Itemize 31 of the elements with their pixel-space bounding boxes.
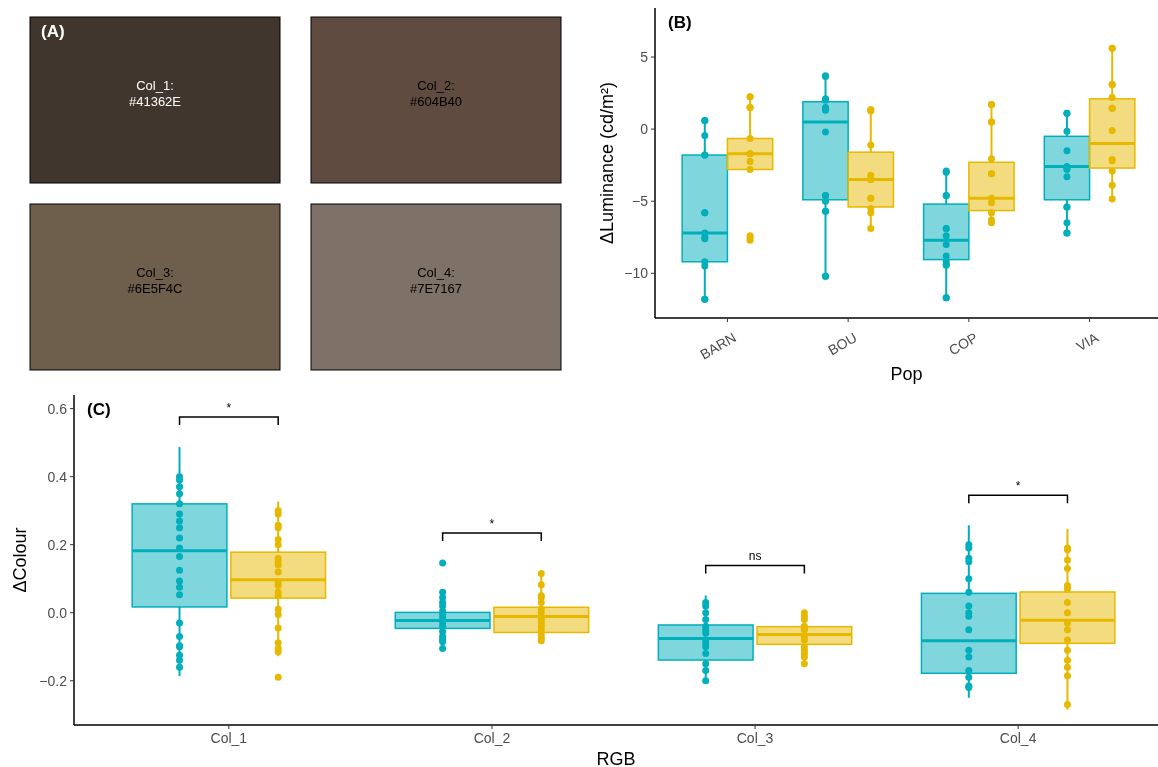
x-tick-label: Col_1 xyxy=(210,730,248,746)
annotation: ns xyxy=(748,549,762,564)
y-tick-label: 5 xyxy=(640,48,649,65)
y-tick-label: 0.2 xyxy=(47,536,68,553)
y-tick-label: 0 xyxy=(640,121,649,138)
y-tick-label: 0.0 xyxy=(47,604,68,621)
y-tick-label: −0.2 xyxy=(39,672,68,689)
annotation: * xyxy=(1015,479,1021,494)
text: Col_1: #41362E xyxy=(128,78,182,109)
text: (A) xyxy=(41,22,65,41)
annotation: * xyxy=(489,517,495,532)
x-tick-label: COP xyxy=(945,329,981,359)
text: Col_3: #6E5F4C xyxy=(127,265,183,296)
y-tick-label: 0.4 xyxy=(47,468,68,485)
x-tick-label: Col_4 xyxy=(999,730,1037,746)
annotation: * xyxy=(226,401,232,416)
text: Col_4: #7E7167 xyxy=(409,265,463,296)
chart-title: (C) xyxy=(87,400,111,419)
y-axis-title: ΔLuminance (cd/m²) xyxy=(597,81,617,245)
chart-title: (B) xyxy=(668,13,692,32)
x-tick-label: Col_3 xyxy=(736,730,774,746)
y-tick-label: −5 xyxy=(632,193,649,210)
x-axis-title: RGB xyxy=(596,749,636,767)
x-axis-title: Pop xyxy=(890,364,923,384)
text: Col_2: #604B40 xyxy=(409,78,463,109)
y-tick-label: 0.6 xyxy=(47,400,68,417)
y-axis-title: ΔColour xyxy=(10,527,30,593)
x-tick-label: BOU xyxy=(825,329,860,359)
x-tick-label: VIA xyxy=(1073,328,1102,355)
y-tick-label: −10 xyxy=(624,265,649,282)
x-tick-label: Col_2 xyxy=(473,730,511,746)
